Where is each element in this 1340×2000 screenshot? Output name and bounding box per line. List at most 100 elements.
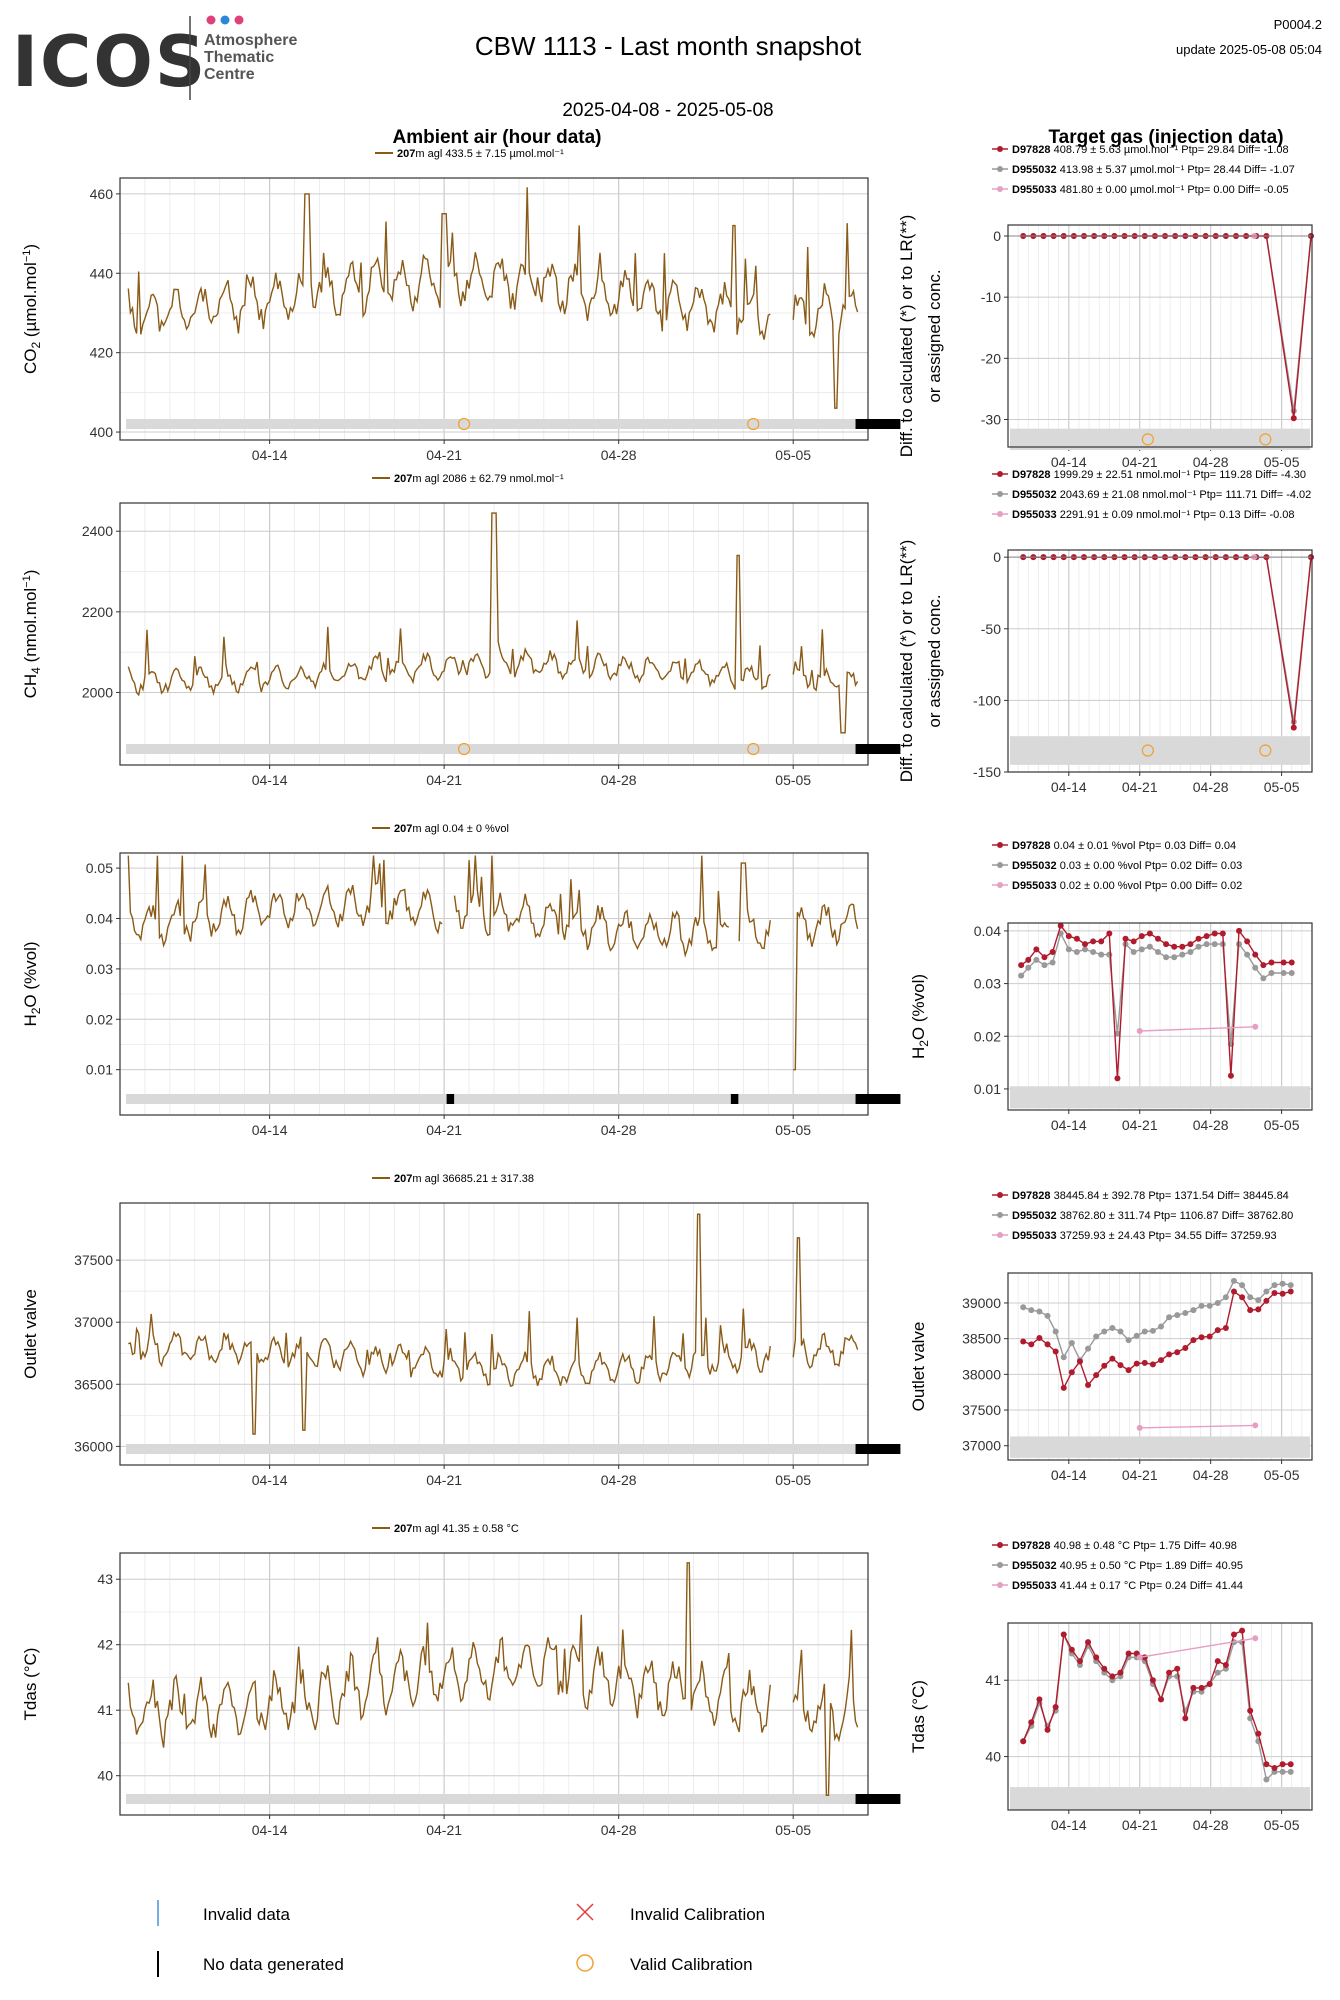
h2o-ambient-no-data-mark	[446, 1094, 455, 1104]
h2o-target-point-D955032	[1138, 946, 1145, 953]
tdas-target-point-D97828	[1052, 1703, 1059, 1710]
tdas-target-point-D97828	[1149, 1677, 1156, 1684]
outlet-target-ytick-label: 37500	[962, 1402, 1001, 1418]
h2o-ambient-legend-label: 207m agl 0.04 ± 0 %vol	[394, 823, 509, 835]
h2o-target-series-D955032	[1020, 931, 1292, 1045]
tdas-ambient-legend: 207m agl 41.35 ± 0.58 °C	[372, 1523, 519, 1535]
outlet-ambient-ytick-label: 37500	[74, 1252, 113, 1268]
outlet-ambient-ytick-label: 37000	[74, 1314, 113, 1330]
outlet-ambient-xtick-label: 04-21	[426, 1472, 462, 1488]
outlet-target-point-D97828	[1052, 1348, 1059, 1355]
legend-valid-calibration: Valid Calibration	[630, 1955, 753, 1974]
outlet-ambient-xtick-label: 04-14	[252, 1472, 288, 1488]
ch4-ambient-ytick-label: 2000	[82, 684, 113, 700]
tdas-target-point-D955033	[1252, 1635, 1259, 1642]
h2o-target-flag-band	[1010, 1086, 1310, 1109]
outlet-target-legend-dot	[997, 1192, 1003, 1198]
co2-target-legend-dot	[997, 166, 1003, 172]
outlet-target-ytick-label: 39000	[962, 1295, 1001, 1311]
outlet-target-point-D97828	[1190, 1337, 1197, 1344]
tdas-target-legend-label-D955032: D955032 40.95 ± 0.50 °C Ptp= 1.89 Diff= …	[1012, 1560, 1243, 1572]
logo-sub-3: Centre	[204, 66, 255, 83]
outlet-target-point-D955032	[1239, 1282, 1246, 1289]
ch4-target-frame	[1007, 549, 1313, 773]
outlet-target-point-D97828	[1093, 1372, 1100, 1379]
co2-target-flag-band	[1010, 428, 1310, 451]
h2o-target-point-D97828	[1154, 935, 1161, 942]
outlet-target-point-D97828	[1287, 1288, 1294, 1295]
tdas-target-point-D97828	[1174, 1665, 1181, 1672]
logo-wordmark: ICOS	[12, 21, 207, 103]
ch4-target-legend-dot	[997, 511, 1003, 517]
tdas-target-xtick-label: 04-14	[1051, 1817, 1087, 1833]
outlet-target-point-D97828	[1271, 1289, 1278, 1296]
outlet-target-point-D97828	[1206, 1333, 1213, 1340]
outlet-target-point-D955032	[1133, 1332, 1140, 1339]
outlet-target-ytick-label: 38000	[962, 1366, 1001, 1382]
outlet-target-point-D955032	[1068, 1339, 1075, 1346]
outlet-target-point-D955032	[1158, 1323, 1165, 1330]
h2o-ambient-ytick-label: 0.04	[86, 911, 113, 927]
outlet-target-point-D97828	[1125, 1367, 1132, 1374]
tdas-ambient-ylabel: Tdas (°C)	[21, 1648, 40, 1721]
outlet-target-point-D97828	[1174, 1349, 1181, 1356]
outlet-target-point-D955032	[1125, 1337, 1132, 1344]
invalid-calibration-icon	[576, 1903, 594, 1921]
outlet-target-ytick-label: 38500	[962, 1331, 1001, 1347]
h2o-target-point-D955032	[1049, 959, 1056, 966]
co2-ambient-xtick-label: 05-05	[775, 447, 811, 463]
h2o-target-point-D955032	[1025, 964, 1032, 971]
tdas-target-legend-dot	[997, 1542, 1003, 1548]
outlet-ambient-ytick-label: 36000	[74, 1438, 113, 1454]
outlet-target-point-D955032	[1214, 1299, 1221, 1306]
outlet-ambient-legend: 207m agl 36685.21 ± 317.38	[372, 1173, 534, 1185]
co2-ambient-ytick-label: 420	[90, 345, 114, 361]
h2o-target-ytick-label: 0.02	[974, 1028, 1001, 1044]
outlet-target-ytick-label: 37000	[962, 1438, 1001, 1454]
ch4-target-point-D97828	[1290, 724, 1297, 731]
outlet-target-legend: D97828 38445.84 ± 392.78 Ptp= 1371.54 Di…	[992, 1190, 1293, 1242]
h2o-target-point-D955032	[1268, 970, 1275, 977]
outlet-target-chart: 37000 37500 38000 38500 39000 04-14 04-21 04-28…	[909, 1190, 1313, 1483]
h2o-target-point-D97828	[1252, 951, 1259, 958]
tdas-target-point-D97828	[1117, 1669, 1124, 1676]
ch4-target-legend: D97828 1999.29 ± 22.51 nmol.mol⁻¹ Ptp= 1…	[992, 469, 1311, 521]
logo-sub-1: Atmosphere	[204, 32, 297, 49]
co2-ambient-valid-calibration-mark	[457, 417, 471, 431]
outlet-target-point-D97828	[1158, 1357, 1165, 1364]
ch4-ambient-flag-band	[126, 744, 862, 754]
ch4-target-ytick-label: -150	[973, 764, 1001, 780]
tdas-ambient-frame	[119, 1552, 869, 1816]
tdas-target-point-D97828	[1279, 1761, 1286, 1768]
h2o-target-point-D955032	[1203, 941, 1210, 948]
h2o-ambient-no-data-mark	[855, 1094, 901, 1104]
tdas-ambient-series-line	[127, 1562, 859, 1796]
ch4-target-ytick-label: -100	[973, 692, 1001, 708]
tdas-target-series-D97828	[1022, 1629, 1291, 1769]
h2o-target-point-D955032	[1106, 951, 1113, 958]
h2o-target-point-D955032	[1033, 956, 1040, 963]
h2o-ambient-series-line	[127, 855, 859, 1071]
h2o-ambient-chart: 0.01 0.02 0.03 0.04 0.05 04-14 04-21 04-28 05-05…	[21, 823, 901, 1138]
target-column-title: Target gas (injection data)	[1048, 127, 1283, 148]
outlet-target-point-D955032	[1263, 1288, 1270, 1295]
h2o-target-legend: D97828 0.04 ± 0.01 %vol Ptp= 0.03 Diff= …	[992, 840, 1242, 892]
co2-target-ylabel-secondary: or assigned conc.	[925, 269, 944, 402]
h2o-target-point-D955032	[1260, 975, 1267, 982]
h2o-target-point-D97828	[1049, 948, 1056, 955]
h2o-ambient-ytick-label: 0.02	[86, 1011, 113, 1027]
h2o-target-frame	[1007, 922, 1313, 1111]
tdas-target-point-D955033	[1136, 1654, 1143, 1661]
ch4-target-legend-dot	[997, 491, 1003, 497]
logo-sub-2: Thematic	[204, 49, 274, 66]
h2o-target-series-D97828	[1020, 924, 1292, 1079]
h2o-target-point-D97828	[1138, 933, 1145, 940]
outlet-target-point-D955032	[1287, 1282, 1294, 1289]
co2-ambient-xtick-label: 04-21	[426, 447, 462, 463]
outlet-target-point-D955032	[1279, 1280, 1286, 1287]
h2o-target-point-D955032	[1280, 970, 1287, 977]
tdas-target-point-D97828	[1085, 1639, 1092, 1646]
ch4-target-ylabel-secondary: or assigned conc.	[925, 594, 944, 727]
outlet-target-point-D955032	[1101, 1328, 1108, 1335]
